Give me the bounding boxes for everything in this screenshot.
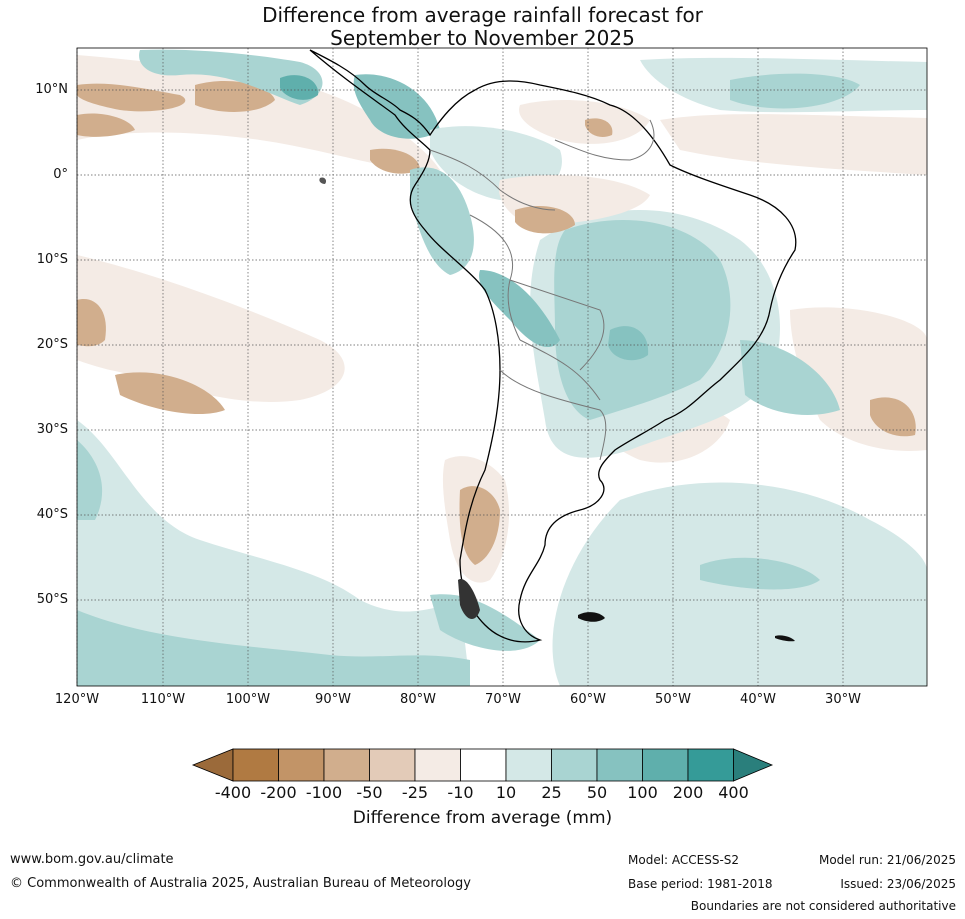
lat-label: 10°N — [35, 82, 68, 97]
colorbar-tick-label: -400 — [214, 783, 252, 802]
contour-dry-south-atlantic-2 — [870, 397, 916, 437]
contour-wet-drake — [430, 594, 540, 651]
south-georgia — [775, 635, 795, 642]
colorbar-segment — [505, 748, 552, 782]
colorbar-tick-label: 100 — [627, 783, 658, 802]
lat-label: 10°S — [36, 252, 68, 267]
map-frame — [76, 47, 928, 687]
colorbar-segment — [551, 748, 598, 782]
lat-label: 30°S — [36, 422, 68, 437]
colorbar-title: Difference from average (mm) — [352, 808, 613, 828]
colorbar-segment — [414, 748, 461, 782]
south-america-coastline — [309, 49, 797, 643]
title-line-2: September to November 2025 — [330, 26, 635, 50]
country-borders — [429, 119, 655, 461]
colorbar-segment — [596, 748, 643, 782]
contour-dry-north-pacific-3 — [195, 80, 275, 112]
base-period-text: Base period: 1981-2018 — [628, 877, 773, 891]
colorbar-tick-label: -10 — [447, 783, 474, 802]
colorbar-segment — [323, 748, 370, 782]
contour-wet-brazil-3 — [608, 326, 649, 361]
disclaimer-text: Boundaries are not considered authoritat… — [690, 899, 956, 913]
title-line-1: Difference from average rainfall forecas… — [262, 3, 703, 27]
contour-dry-venezuela — [519, 100, 650, 144]
colorbar-segment — [687, 748, 734, 782]
colorbar-tick-label: -25 — [401, 783, 429, 802]
model-text: Model: ACCESS-S2 — [628, 853, 740, 867]
contour-dry-north-pacific-4 — [77, 113, 135, 137]
colorbar-tick-label: -100 — [305, 783, 343, 802]
contour-wet-south-atlantic-2 — [700, 557, 820, 590]
lon-label: 110°W — [140, 692, 186, 707]
lon-label: 120°W — [54, 692, 100, 707]
map-title: Difference from average rainfall forecas… — [0, 4, 965, 50]
contour-wet-andes-north — [410, 167, 474, 275]
colorbar-arrow-left — [191, 748, 234, 782]
contour-dry-venezuela-2 — [585, 118, 613, 137]
website-link[interactable]: www.bom.gov.au/climate — [10, 852, 174, 867]
colorbar-tick-label: -50 — [356, 783, 383, 802]
lon-label: 90°W — [315, 692, 351, 707]
lat-label: 50°S — [36, 592, 68, 607]
contour-wet-se-brazil — [740, 340, 840, 415]
colorbar-tick-label: 25 — [541, 783, 562, 802]
lat-label: 0° — [53, 167, 68, 182]
contour-dry-north-pacific-2 — [77, 83, 186, 112]
contour-dry-chile-2 — [459, 486, 500, 565]
chilean-archipelago — [458, 579, 480, 620]
contour-wet-southern-ocean — [77, 420, 470, 686]
contour-dry-amazon-2 — [515, 205, 575, 234]
colorbar-tick-label: 400 — [718, 783, 749, 802]
colorbar-tick-label: 200 — [672, 783, 704, 802]
lon-label: 30°W — [825, 692, 861, 707]
galapagos — [319, 177, 327, 184]
falkland-islands — [578, 612, 605, 622]
colorbar-arrow-right — [733, 748, 774, 782]
lon-label: 100°W — [225, 692, 271, 707]
colorbar-segment — [369, 748, 416, 782]
contour-dry-east-pacific-3 — [115, 372, 225, 415]
lon-label: 50°W — [655, 692, 691, 707]
issued-text: Issued: 23/06/2025 — [840, 877, 956, 891]
contour-wet-southern-ocean-2 — [77, 610, 470, 686]
contour-wet-pacific-west — [77, 440, 103, 520]
colorbar-tick-label: 50 — [586, 783, 608, 802]
lon-label: 60°W — [570, 692, 606, 707]
lat-label: 20°S — [36, 337, 68, 352]
lon-label: 70°W — [485, 692, 521, 707]
colorbar-segment — [278, 748, 325, 782]
contour-wet-brazil-2 — [554, 220, 731, 420]
colorbar-segment — [232, 748, 279, 782]
contour-wet-north-pacific-2 — [280, 75, 319, 100]
lon-label: 40°W — [740, 692, 776, 707]
colorbar-segment — [642, 748, 689, 782]
lat-label: 40°S — [36, 507, 68, 522]
colorbar-segment — [460, 748, 507, 782]
contour-dry-east-pacific-2 — [77, 299, 106, 347]
map-field — [77, 48, 927, 686]
contour-wet-north-pacific — [139, 49, 323, 105]
contour-dry-north-pacific — [77, 55, 440, 171]
lon-label: 80°W — [400, 692, 436, 707]
colorbar-tick-label: 10 — [495, 783, 517, 802]
copyright-text: © Commonwealth of Australia 2025, Austra… — [10, 876, 471, 891]
contour-dry-colombia — [370, 148, 420, 174]
colorbar-tick-label: -200 — [260, 783, 297, 802]
contour-wet-bolivia — [479, 270, 560, 348]
model-run-text: Model run: 21/06/2025 — [818, 853, 956, 867]
contour-dry-north-atlantic-2 — [660, 114, 927, 175]
contour-dry-east-pacific — [77, 255, 345, 403]
contour-wet-north-atlantic-2 — [730, 73, 860, 109]
